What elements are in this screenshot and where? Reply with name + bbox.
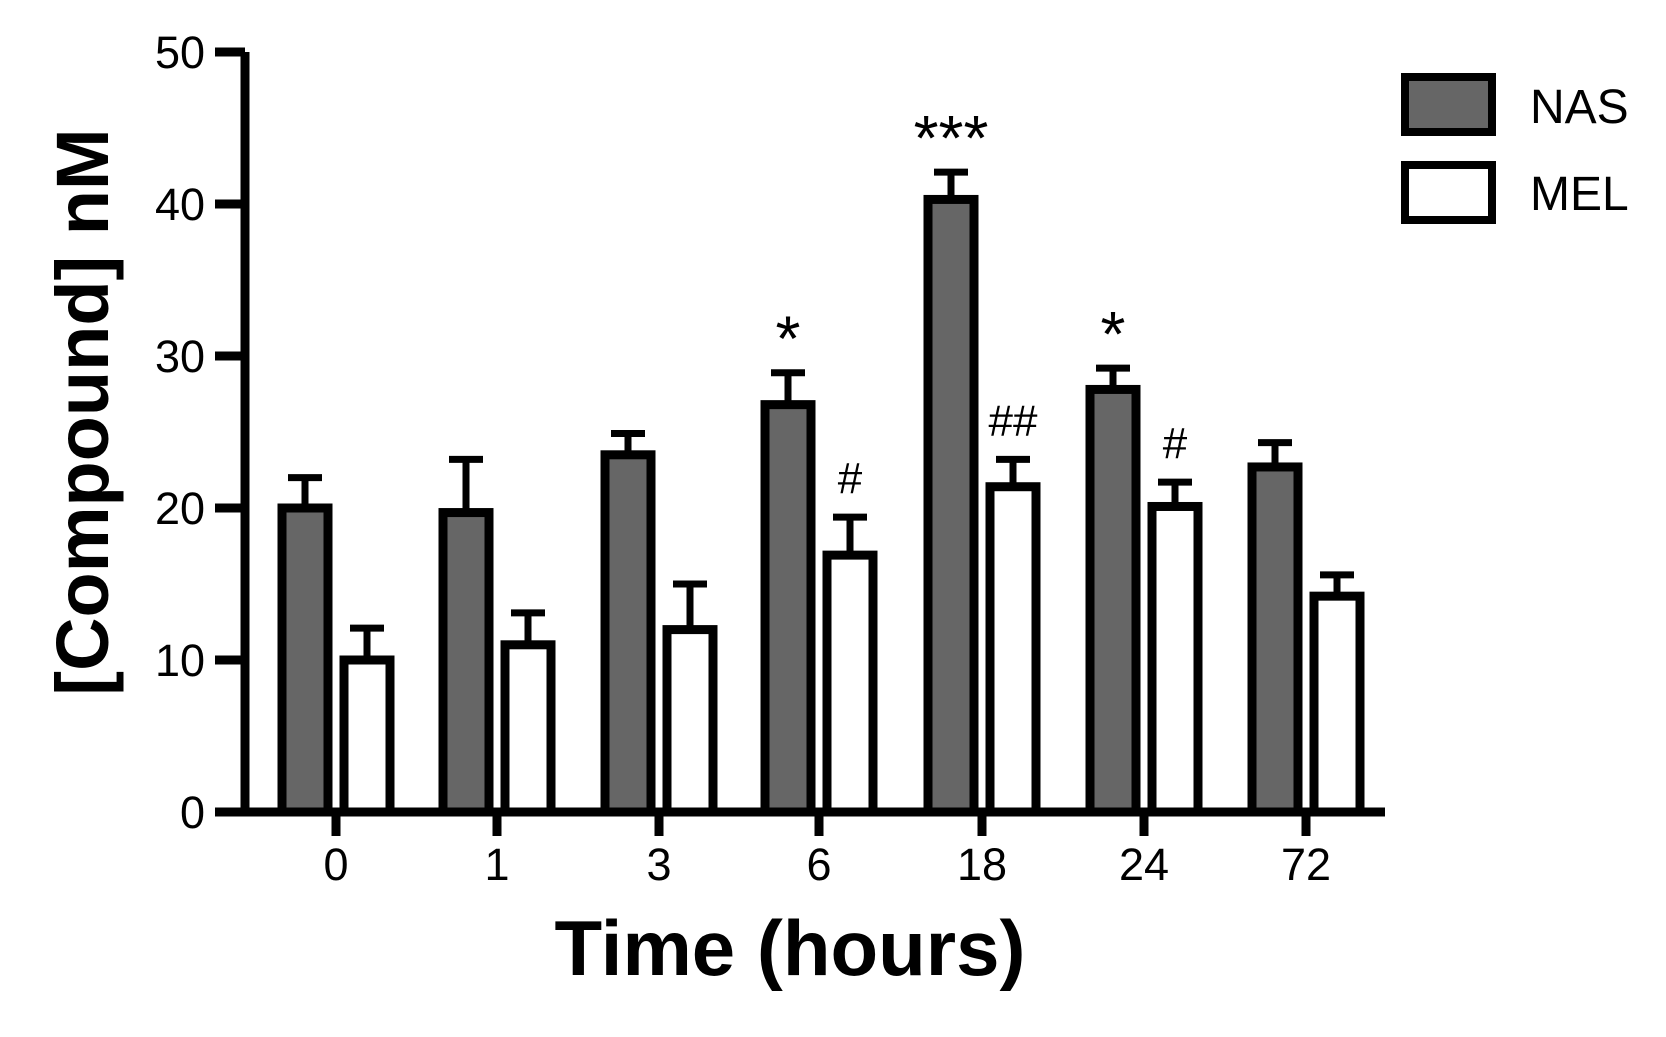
y-axis-title: [Compound] nM	[41, 128, 124, 695]
legend-swatch-mel	[1401, 161, 1496, 224]
significance-marker-nas: *	[776, 303, 801, 375]
legend-swatch-nas	[1401, 73, 1496, 136]
significance-marker-mel: #	[838, 454, 863, 503]
y-tick-label: 10	[155, 635, 205, 686]
y-tick-label: 50	[155, 27, 205, 78]
x-tick-label: 3	[646, 839, 671, 890]
significance-marker-nas: ***	[914, 102, 989, 174]
significance-marker-mel: #	[1163, 419, 1188, 468]
bar-nas	[277, 503, 333, 817]
x-tick-label: 24	[1119, 839, 1169, 890]
annotations-layer: *****### #	[776, 102, 1188, 503]
x-tick-label: 6	[806, 839, 831, 890]
significance-marker-mel: ##	[989, 396, 1038, 445]
legend: NAS MEL	[1401, 73, 1629, 224]
bar-mel	[985, 482, 1041, 817]
bar-nas	[600, 450, 656, 817]
bar-mel	[500, 640, 556, 817]
bar-nas	[923, 194, 979, 817]
y-tick-label: 0	[180, 787, 205, 838]
bar-nas	[1247, 462, 1303, 817]
bars-layer	[277, 168, 1365, 817]
legend-label-mel: MEL	[1530, 168, 1629, 221]
x-tick-label: 0	[323, 839, 348, 890]
significance-marker-nas: *	[1101, 298, 1126, 370]
y-tick-label: 20	[155, 483, 205, 534]
bar-mel	[1309, 591, 1365, 817]
bar-mel	[822, 550, 878, 817]
bar-nas	[760, 400, 816, 817]
axes-layer: 0 10 20 30 40 50 0 1 3 6 18 24 72	[155, 27, 1385, 890]
bar-nas	[1085, 384, 1141, 817]
bar-mel	[662, 625, 718, 817]
x-tick-label: 18	[957, 839, 1007, 890]
y-tick-label: 30	[155, 331, 205, 382]
x-tick-label: 1	[484, 839, 509, 890]
x-tick-label: 72	[1281, 839, 1331, 890]
bar-nas	[438, 508, 494, 817]
bar-mel	[339, 655, 395, 817]
bar-mel	[1147, 501, 1203, 817]
legend-label-nas: NAS	[1530, 81, 1629, 134]
y-tick-label: 40	[155, 179, 205, 230]
x-axis-title: Time (hours)	[555, 904, 1026, 992]
